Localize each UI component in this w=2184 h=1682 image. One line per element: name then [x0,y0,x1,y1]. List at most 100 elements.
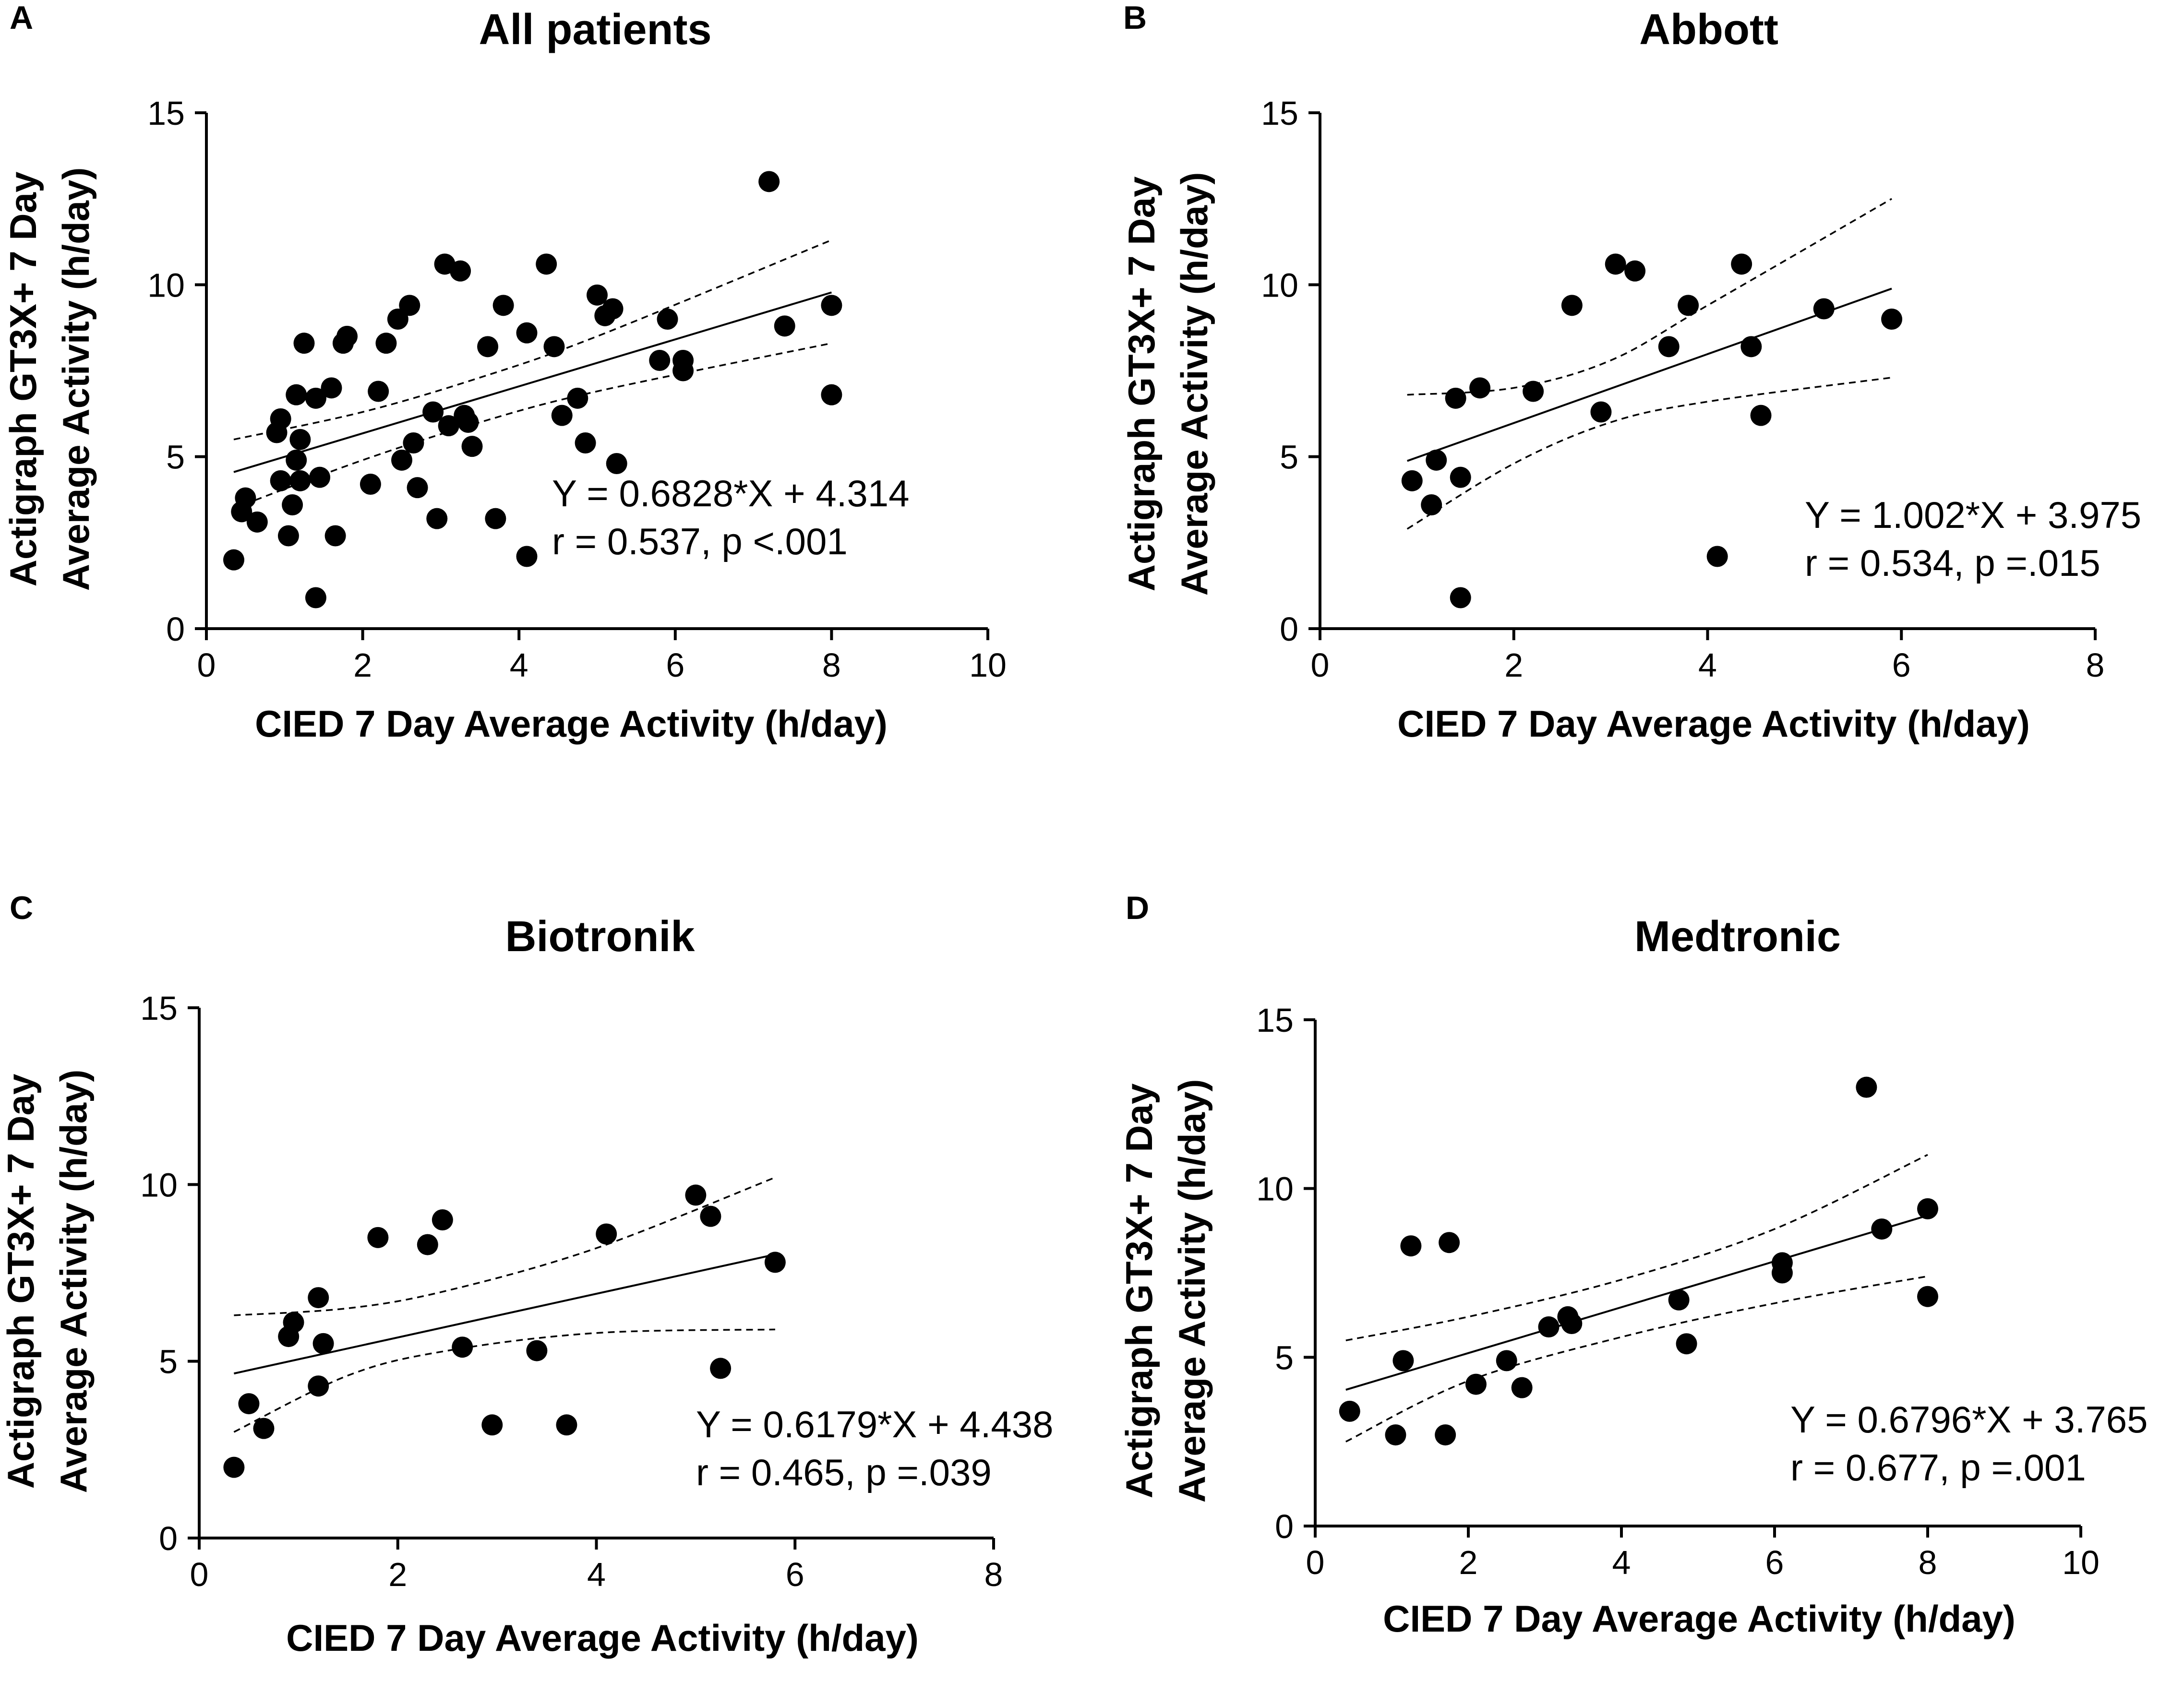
data-point [700,1205,721,1227]
y-axis-label-line1: Actigraph GT3X+ 7 Day [1118,1084,1160,1499]
ci-lower-band [1345,1275,1928,1443]
data-point [1445,387,1466,409]
data-point [1561,295,1583,316]
y-tick-label: 5 [1280,439,1298,476]
data-point [1668,1289,1690,1311]
data-point [289,470,311,491]
data-point [321,377,342,399]
data-point [575,432,596,453]
data-point [235,487,256,509]
data-point [477,336,499,358]
data-point [536,253,557,275]
data-point [1400,1235,1422,1257]
data-point [821,295,842,316]
data-point [672,350,694,371]
data-point [368,381,389,402]
data-point [452,1336,473,1358]
correlation-stats: r = 0.537, p <.001 [552,520,848,562]
y-tick-label: 10 [147,266,185,304]
panel-a: A All patients 0 2 4 6 8 10 0 5 10 15 CIED 7 Day Ave… [2,0,1007,745]
data-point [543,336,565,358]
data-point [1465,1373,1487,1395]
y-tick-label: 0 [1280,610,1298,648]
x-tick-label: 0 [190,1556,209,1593]
data-point [450,260,471,282]
data-point [403,432,424,453]
y-tick-label: 5 [159,1343,178,1381]
data-point [457,412,479,433]
data-point [238,1393,260,1415]
data-point [407,477,428,499]
panel-title: Biotronik [505,913,696,961]
panel-title: Medtronic [1634,913,1841,961]
data-point [308,1375,329,1397]
data-point [1740,336,1762,358]
y-tick-label: 5 [1275,1339,1294,1376]
data-point [1450,466,1471,488]
data-point [282,494,303,515]
x-tick-label: 0 [1311,646,1330,684]
data-point [1450,587,1471,608]
data-point [223,549,244,571]
data-point [1605,253,1626,275]
x-tick-label: 6 [1892,646,1911,684]
x-tick-label: 6 [786,1556,804,1593]
data-point [602,298,624,320]
ci-upper-band [1345,1154,1928,1341]
x-axis-label: CIED 7 Day Average Activity (h/day) [1383,1598,2016,1640]
data-point [1658,336,1680,358]
x-tick-label: 4 [510,646,528,684]
correlation-stats: r = 0.677, p =.001 [1790,1446,2086,1489]
y-tick-label: 15 [1261,95,1298,132]
data-point [606,453,627,474]
data-point [556,1414,577,1436]
y-tick-label: 0 [159,1520,178,1557]
panel-title: Abbott [1639,6,1778,54]
y-tick-label: 0 [166,610,185,648]
y-axis-label-line1: Actigraph GT3X+ 7 Day [1120,177,1163,592]
data-point [1496,1350,1517,1372]
panel-title: All patients [479,6,711,54]
data-point [657,309,678,330]
y-tick-label: 15 [147,95,185,132]
x-axis-label: CIED 7 Day Average Activity (h/day) [255,703,888,745]
y-tick-label: 10 [1256,1170,1294,1208]
data-point [1813,298,1835,320]
data-point [305,587,326,608]
data-point [305,387,326,409]
data-point [1771,1252,1793,1274]
x-axis-label: CIED 7 Day Average Activity (h/day) [1397,703,2030,745]
ci-upper-band [1407,198,1892,396]
regression-equation: Y = 1.002*X + 3.975 [1805,494,2141,536]
data-point [492,295,514,316]
data-point [289,429,311,450]
data-point [1401,470,1423,491]
x-tick-label: 4 [1698,646,1717,684]
data-point [438,415,459,437]
data-point [485,508,506,529]
regression-line [1345,1214,1928,1391]
data-point [821,384,842,406]
x-tick-label: 6 [1765,1544,1784,1581]
data-point [516,322,538,344]
data-point [223,1456,245,1478]
y-tick-label: 5 [166,439,185,476]
data-point [1392,1350,1414,1372]
data-point [1523,381,1544,402]
data-point [283,1312,304,1333]
x-tick-label: 8 [984,1556,1003,1593]
data-point [1678,295,1699,316]
data-point [391,449,412,471]
y-tick-label: 15 [140,990,178,1027]
panel-d: D Medtronic 0 2 4 6 8 10 0 5 10 15 CIED 7 Day Averag… [1118,890,2148,1640]
data-point [1917,1198,1938,1219]
data-point [432,1209,453,1230]
y-tick-label: 0 [1275,1508,1294,1545]
data-point [387,309,408,330]
data-point [1856,1076,1877,1098]
x-axis-label: CIED 7 Day Average Activity (h/day) [286,1617,919,1659]
data-point [399,295,420,316]
regression-line [233,1253,776,1375]
y-tick-label: 10 [140,1166,178,1204]
data-point [774,315,795,337]
